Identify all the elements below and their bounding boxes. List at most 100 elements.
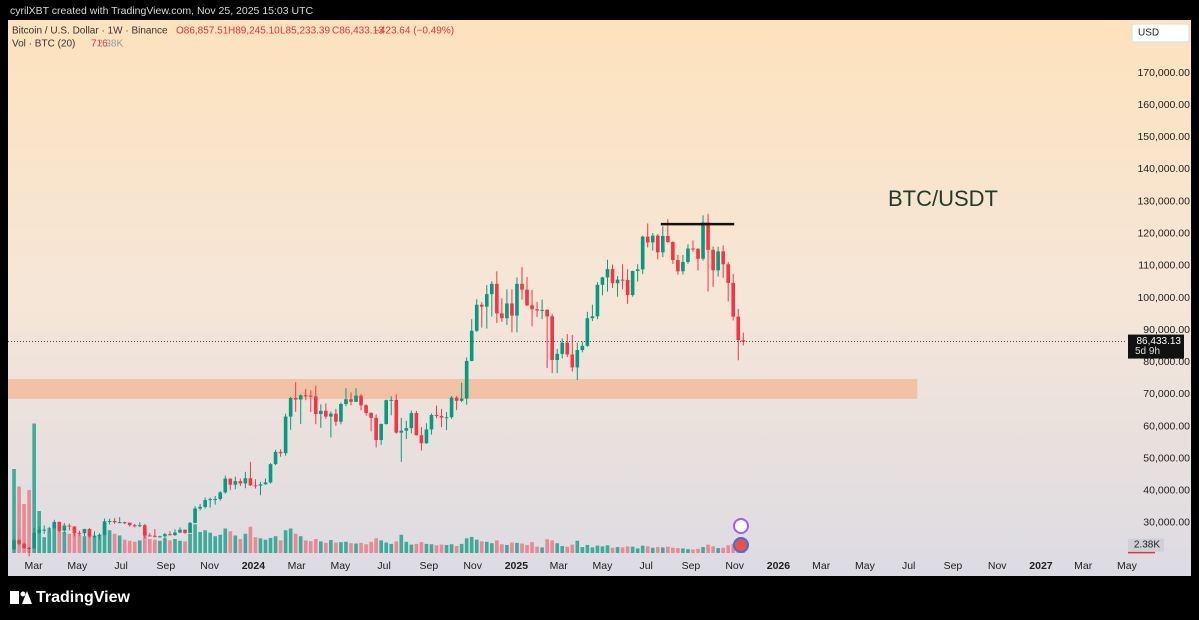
candle-body: [666, 235, 670, 243]
volume-bar: [721, 547, 725, 553]
candle-body: [303, 395, 308, 397]
candle-body: [545, 309, 549, 317]
volume-bar: [525, 544, 529, 553]
candle-body: [228, 478, 233, 485]
volume-bar: [92, 535, 97, 553]
candle-body: [505, 303, 509, 319]
x-tick-label: Sep: [157, 560, 176, 572]
candle-body: [384, 400, 389, 424]
volume-bar: [379, 540, 383, 553]
candle-body: [449, 397, 454, 418]
candle-body: [193, 508, 197, 523]
candle-body: [87, 529, 92, 537]
candle-body: [691, 248, 695, 250]
candle-body: [324, 410, 328, 417]
y-tick-label: 160,000.00: [1137, 99, 1190, 111]
volume-bar: [52, 525, 57, 553]
volume-bar: [97, 534, 102, 553]
volume-bar: [142, 529, 147, 553]
candle-body: [278, 451, 283, 454]
y-tick-label: 40,000.00: [1143, 485, 1190, 497]
candle-body: [711, 249, 715, 271]
volume-bar: [293, 533, 298, 553]
candle-body: [495, 283, 499, 314]
candle-body: [625, 279, 630, 296]
volume-bar: [459, 543, 464, 553]
candle-body: [429, 414, 434, 430]
candle-body: [233, 481, 238, 485]
volume-bar: [650, 547, 655, 553]
candle-body: [52, 521, 57, 529]
candle-body: [107, 521, 112, 523]
candle-body: [565, 342, 570, 355]
candle-body: [479, 304, 484, 307]
volume-bar: [645, 546, 650, 553]
candle-body: [474, 304, 479, 331]
candle-body: [721, 251, 725, 265]
candle-body: [223, 478, 228, 493]
volume-bar: [319, 541, 323, 553]
volume-bar: [484, 541, 489, 553]
brand-logo[interactable]: TradingView: [10, 589, 131, 606]
volume-bar: [72, 528, 77, 553]
volume-bar: [354, 543, 358, 553]
volume-bar: [469, 536, 474, 553]
x-tick-label: Mar: [1074, 560, 1093, 572]
volume-bar: [515, 542, 519, 553]
volume-bar: [580, 547, 585, 553]
last-price-box: [1128, 334, 1184, 359]
volume-bar: [313, 539, 318, 553]
candle-body: [484, 294, 489, 307]
volume-bar: [163, 538, 167, 553]
x-tick-label: Nov: [725, 560, 744, 572]
candle-body: [585, 318, 590, 346]
volume-bar: [273, 536, 278, 553]
candle-body: [550, 316, 554, 361]
x-tick-label: Sep: [682, 560, 701, 572]
attribution: cyrilXBT created with TradingView.com, N…: [10, 5, 314, 17]
volume-bar: [67, 533, 72, 553]
x-tick-label: Jul: [377, 560, 390, 572]
volume-bar: [681, 548, 685, 553]
candle-body: [102, 521, 107, 535]
volume-bar: [635, 548, 640, 553]
volume-bar: [117, 535, 122, 553]
x-tick-label: 2024: [242, 560, 266, 572]
candle-body: [178, 529, 182, 533]
candle-body: [635, 269, 640, 271]
volume-bar: [389, 543, 394, 553]
x-tick-label: Sep: [944, 560, 963, 572]
volume-bar: [178, 540, 182, 553]
x-tick-label: Mar: [550, 560, 569, 572]
x-tick-label: Jul: [639, 560, 652, 572]
x-tick-label: May: [855, 560, 876, 572]
candle-body: [313, 396, 318, 414]
candle-body: [560, 342, 565, 354]
candle-body: [183, 529, 187, 533]
volume-bar: [253, 537, 258, 553]
y-tick-label: 140,000.00: [1137, 163, 1190, 175]
candle-body: [298, 395, 303, 400]
event-icon[interactable]: [733, 537, 749, 553]
legend-change: −423.64 (−0.49%): [374, 26, 454, 37]
candle-body: [238, 481, 243, 484]
candle-body: [283, 416, 288, 454]
candle-body: [424, 429, 429, 444]
candle-body: [97, 534, 102, 537]
candle-body: [77, 532, 82, 534]
event-icon[interactable]: [733, 518, 749, 534]
x-tick-label: Mar: [25, 560, 44, 572]
candle-body: [454, 397, 459, 401]
volume-bar: [153, 539, 157, 553]
volume-bar: [359, 542, 363, 553]
candle-body: [137, 525, 142, 527]
volume-bar: [132, 541, 137, 553]
candle-body: [736, 316, 741, 341]
candle-body: [540, 309, 544, 311]
candle-body: [419, 435, 424, 444]
candle-body: [696, 248, 700, 259]
volume-bar: [344, 541, 348, 553]
candle-body: [444, 417, 449, 419]
volume-bar: [565, 546, 570, 553]
volume-bar: [258, 538, 263, 553]
